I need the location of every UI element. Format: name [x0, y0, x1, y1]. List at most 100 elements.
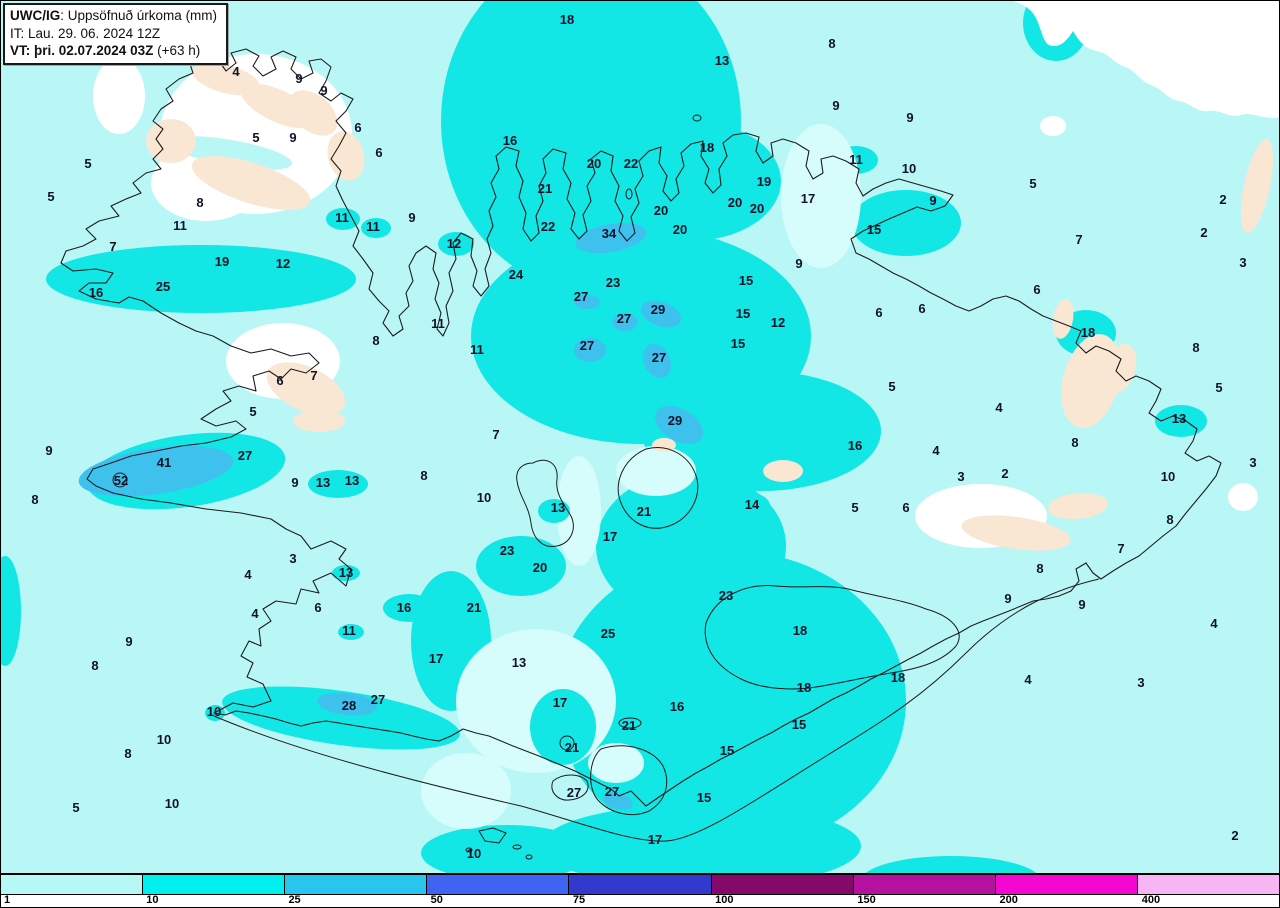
precip-value-label: 15: [792, 717, 806, 732]
precip-value-label: 4: [244, 567, 252, 582]
precip-value-label: 4: [995, 400, 1003, 415]
precip-value-label: 13: [551, 500, 565, 515]
precip-value-label: 9: [295, 71, 302, 86]
precip-value-label: 9: [291, 475, 298, 490]
precip-value-label: 20: [654, 203, 668, 218]
precip-value-label: 13: [339, 565, 353, 580]
precip-value-label: 10: [207, 704, 221, 719]
precip-value-label: 2: [1219, 192, 1226, 207]
precip-value-label: 5: [84, 156, 91, 171]
precip-value-label: 4: [232, 64, 240, 79]
precip-value-label: 9: [1078, 597, 1085, 612]
precip-value-label: 23: [500, 543, 514, 558]
precip-value-label: 18: [793, 623, 807, 638]
colorbar-labels: 1 10 25 50 75 100 150 200 400: [1, 894, 1279, 907]
precip-value-label: 10: [165, 796, 179, 811]
precip-value-label: 15: [736, 306, 750, 321]
precip-value-label: 28: [342, 698, 356, 713]
precip-value-label: 27: [580, 338, 594, 353]
precip-value-label: 3: [1137, 675, 1144, 690]
precip-value-label: 17: [553, 695, 567, 710]
offshore-contour: [213, 578, 1100, 842]
model-name: UWC/IG: [10, 8, 61, 23]
precip-value-label: 9: [795, 256, 802, 271]
precip-value-label: 9: [832, 98, 839, 113]
precip-value-label: 10: [477, 490, 491, 505]
precip-value-label: 13: [512, 655, 526, 670]
precip-value-label: 2: [1200, 225, 1207, 240]
precip-value-label: 11: [366, 219, 380, 234]
precip-value-label: 21: [467, 600, 481, 615]
precip-value-label: 3: [957, 469, 964, 484]
precip-value-label: 8: [31, 492, 38, 507]
colorbar-segment: [284, 875, 427, 894]
precip-value-label: 5: [72, 800, 79, 815]
precip-value-label: 21: [565, 740, 579, 755]
precip-value-label: 17: [801, 191, 815, 206]
precip-value-label: 16: [503, 133, 517, 148]
precip-value-label: 22: [624, 156, 638, 171]
precip-value-label: 7: [310, 368, 317, 383]
valid-time-line: VT: þri. 02.07.2024 03Z (+63 h): [10, 43, 201, 59]
precip-value-label: 5: [252, 130, 259, 145]
precip-value-label: 6: [918, 301, 925, 316]
precip-value-label: 5: [249, 404, 256, 419]
precip-value-label: 3: [1239, 255, 1246, 270]
precip-value-label: 11: [470, 342, 484, 357]
precip-value-label: 6: [875, 305, 882, 320]
precip-value-label: 8: [1036, 561, 1043, 576]
precip-value-label: 7: [492, 427, 499, 442]
precip-value-label: 4: [1210, 616, 1218, 631]
precip-value-label: 15: [720, 743, 734, 758]
precip-value-label: 17: [648, 832, 662, 847]
precip-value-label: 17: [603, 529, 617, 544]
precip-value-label: 18: [700, 140, 714, 155]
colorbar-segment: [568, 875, 711, 894]
precip-value-label: 41: [157, 455, 171, 470]
precip-value-label: 11: [431, 316, 445, 331]
precip-value-label: 4: [1024, 672, 1032, 687]
precip-value-label: 21: [538, 181, 552, 196]
map-legend-box: UWC/IG: Uppsöfnuð úrkoma (mm) IT: Lau. 2…: [3, 3, 229, 65]
colorbar-segment: [142, 875, 285, 894]
precip-value-label: 15: [739, 273, 753, 288]
precip-value-label: 4: [932, 443, 940, 458]
precip-value-label: 8: [828, 36, 835, 51]
precip-value-label: 9: [906, 110, 913, 125]
precip-value-label: 27: [617, 311, 631, 326]
precip-region-25-50: [78, 222, 703, 810]
precip-value-label: 20: [587, 156, 601, 171]
precip-value-label: 6: [375, 145, 382, 160]
colorbar-tick-label: 150: [857, 894, 876, 906]
precip-value-label: 9: [289, 130, 296, 145]
colorbar-tick-label: 25: [288, 894, 301, 906]
precip-value-label: 11: [342, 623, 356, 638]
precip-value-label: 8: [420, 468, 427, 483]
precip-value-label: 8: [1192, 340, 1199, 355]
precip-value-label: 15: [867, 222, 881, 237]
precip-value-label: 27: [567, 785, 581, 800]
precip-value-label: 27: [238, 448, 252, 463]
precip-value-label: 20: [533, 560, 547, 575]
precip-value-label: 21: [622, 718, 636, 733]
precip-value-labels: 5499659655811111197191225161813891618202…: [27, 12, 1256, 861]
precip-value-label: 14: [745, 497, 760, 512]
map-title-line: UWC/IG: Uppsöfnuð úrkoma (mm): [10, 8, 218, 23]
precip-value-label: 11: [849, 152, 863, 167]
colorbar-segment: [1, 875, 143, 894]
precip-value-label: 15: [697, 790, 711, 805]
precip-value-label: 21: [637, 504, 651, 519]
precip-region-dry: [146, 62, 1274, 551]
precip-value-label: 27: [652, 350, 666, 365]
precip-value-label: 8: [91, 658, 98, 673]
colorbar-tick-label: 1: [4, 894, 11, 906]
precip-value-label: 6: [354, 120, 361, 135]
precip-value-label: 16: [670, 699, 684, 714]
precip-value-label: 8: [1166, 512, 1173, 527]
precip-value-label: 6: [902, 500, 909, 515]
precip-value-label: 52: [114, 473, 128, 488]
precip-value-label: 6: [1033, 282, 1040, 297]
precip-value-label: 18: [797, 680, 811, 695]
precip-value-label: 20: [673, 222, 687, 237]
precip-value-label: 9: [320, 83, 327, 98]
